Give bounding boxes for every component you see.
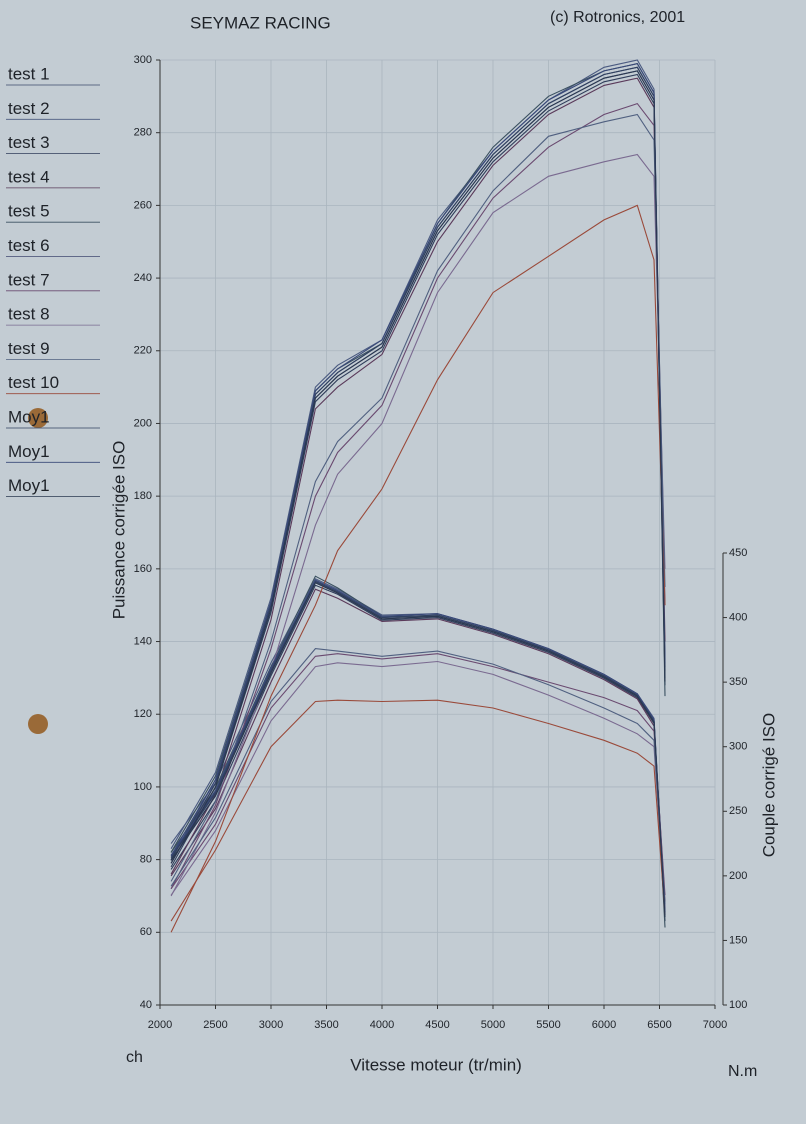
y-tick-label: 260: [134, 199, 152, 211]
x-axis-label: Vitesse moteur (tr/min): [350, 1055, 522, 1074]
legend-label: Moy1: [8, 442, 50, 461]
power-line: [170, 77, 666, 875]
legend-label: test 3: [8, 133, 50, 152]
y-tick-label: 240: [134, 272, 152, 284]
legend-label: test 8: [8, 305, 50, 324]
y-tick-label: 300: [134, 54, 152, 66]
torque-line: [170, 579, 666, 913]
legend-label: Moy1: [8, 407, 50, 426]
y-tick-label: 100: [134, 781, 152, 793]
y2-tick-label: 100: [729, 999, 747, 1011]
x-tick-label: 6500: [647, 1019, 671, 1031]
power-line: [170, 66, 666, 860]
y-tick-label: 120: [134, 708, 152, 720]
power-line: [170, 102, 666, 889]
punch-hole: [28, 408, 48, 428]
y2-unit: N.m: [728, 1063, 757, 1080]
x-tick-label: 7000: [703, 1019, 727, 1031]
x-tick-label: 6000: [592, 1019, 616, 1031]
y-unit: ch: [126, 1049, 143, 1066]
x-tick-label: 3500: [314, 1019, 338, 1031]
y-tick-label: 280: [134, 127, 152, 139]
y-tick-label: 40: [140, 999, 152, 1011]
x-tick-label: 3000: [259, 1019, 283, 1031]
torque-line: [170, 584, 666, 922]
chart-subtitle: (c) Rotronics, 2001: [550, 9, 685, 26]
torque-line: [170, 580, 666, 915]
y-axis-label: Puissance corrigée ISO: [109, 441, 128, 620]
y2-tick-label: 400: [729, 611, 747, 623]
torque-line: [170, 648, 666, 905]
y-tick-label: 200: [134, 417, 152, 429]
legend-label: test 10: [8, 373, 59, 392]
y-tick-label: 220: [134, 345, 152, 357]
legend-label: test 1: [8, 64, 50, 83]
x-tick-label: 5500: [536, 1019, 560, 1031]
x-tick-label: 5000: [481, 1019, 505, 1031]
legend-label: test 2: [8, 99, 50, 118]
chart-title: SEYMAZ RACING: [190, 13, 331, 32]
y-tick-label: 60: [140, 926, 152, 938]
power-line: [170, 59, 666, 849]
legend-label: test 6: [8, 236, 50, 255]
y2-tick-label: 350: [729, 676, 747, 688]
torque-line: [170, 588, 666, 902]
x-tick-label: 4500: [425, 1019, 449, 1031]
power-line: [170, 70, 666, 864]
legend-label: test 9: [8, 339, 50, 358]
torque-line: [170, 653, 666, 896]
torque-line: [170, 660, 666, 909]
y2-tick-label: 200: [729, 870, 747, 882]
power-line: [170, 204, 666, 933]
y2-tick-label: 300: [729, 741, 747, 753]
y2-axis-label: Couple corrigé ISO: [759, 713, 778, 858]
x-tick-label: 4000: [370, 1019, 394, 1031]
legend-label: Moy1: [8, 476, 50, 495]
power-line: [170, 113, 666, 882]
y-tick-label: 180: [134, 490, 152, 502]
x-tick-label: 2000: [148, 1019, 172, 1031]
y2-tick-label: 250: [729, 805, 747, 817]
y-tick-label: 80: [140, 854, 152, 866]
legend-label: test 5: [8, 202, 50, 221]
x-tick-label: 2500: [203, 1019, 227, 1031]
y-tick-label: 160: [134, 563, 152, 575]
torque-line: [170, 699, 666, 922]
power-line: [170, 62, 666, 857]
torque-line: [170, 581, 666, 918]
y2-tick-label: 150: [729, 934, 747, 946]
punch-hole: [28, 714, 48, 734]
y2-tick-label: 450: [729, 547, 747, 559]
legend-label: test 7: [8, 270, 50, 289]
power-line: [170, 73, 666, 868]
legend-label: test 4: [8, 167, 50, 186]
y-tick-label: 140: [134, 635, 152, 647]
